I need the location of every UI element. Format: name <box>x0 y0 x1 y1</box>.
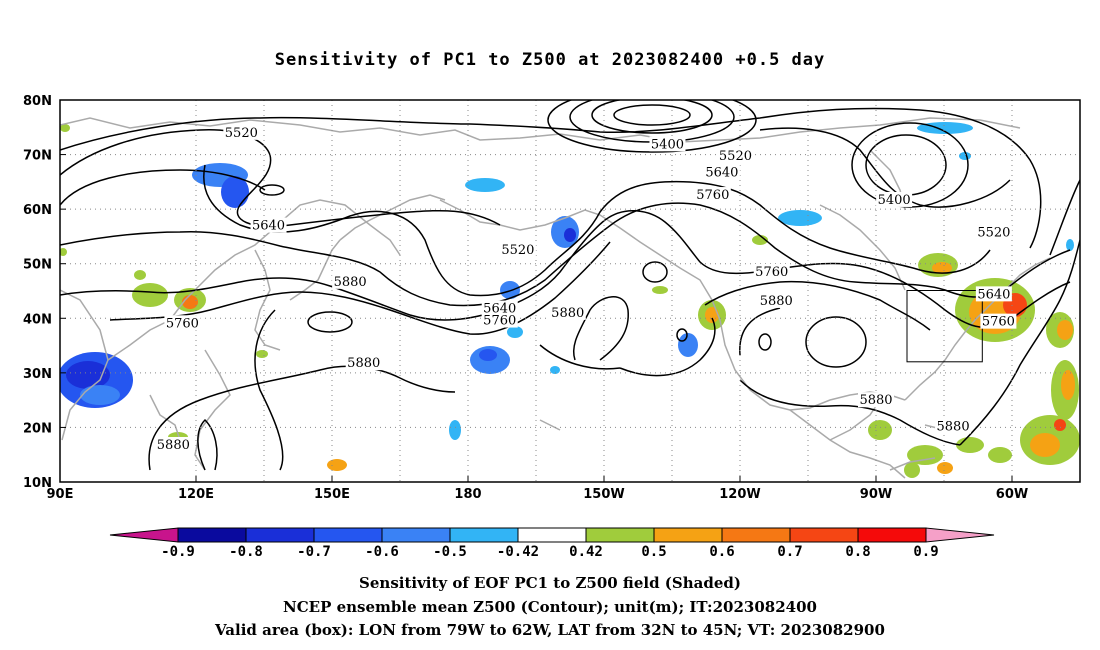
contour-label: 5520 <box>977 226 1010 241</box>
lon-tick-label: 60W <box>996 487 1028 502</box>
z500-contours <box>60 100 1080 471</box>
graticule <box>60 100 1080 482</box>
lon-tick-label: 120W <box>719 487 760 502</box>
map-frame <box>59 99 1081 483</box>
contour-label: 5640 <box>252 219 285 234</box>
contour-label-bg <box>499 242 536 258</box>
contour-label: 5640 <box>977 287 1010 302</box>
contour-label-bg <box>649 136 686 152</box>
contour-label: 5760 <box>982 315 1015 330</box>
contour-label-bg <box>250 217 287 233</box>
colorbar-tick-label: 0.8 <box>845 544 870 560</box>
lat-tick-label: 40N <box>23 312 52 327</box>
colorbar-segment <box>721 527 791 543</box>
colorbar-tick-label: -0.9 <box>161 544 195 560</box>
caption-line-2: NCEP ensemble mean Z500 (Contour); unit(… <box>283 598 817 616</box>
axis-tick-labels: 90E 120E 150E 180 150W 120W 90W 60W 80N 70N 60N 50N… <box>23 94 1028 502</box>
lat-tick-label: 70N <box>23 149 52 164</box>
contour-label-bg <box>975 286 1012 302</box>
contour-label: 5760 <box>483 314 516 329</box>
contour-label: 5880 <box>937 419 970 434</box>
caption-line-1: Sensitivity of EOF PC1 to Z500 field (Sh… <box>359 574 741 592</box>
lon-tick-label: 150E <box>314 487 350 502</box>
contour-label-bg <box>975 224 1012 240</box>
lat-tick-label: 80N <box>23 94 52 109</box>
contour-label-bg <box>876 191 913 207</box>
colorbar-segment <box>857 527 927 543</box>
contour-label-bg <box>155 436 192 452</box>
lat-tick-label: 30N <box>23 367 52 382</box>
lon-tick-label: 150W <box>583 487 624 502</box>
colorbar-tick-label: -0.6 <box>365 544 399 560</box>
lat-tick-label: 50N <box>23 258 52 273</box>
contour-label: 5880 <box>760 294 793 309</box>
contour-label: 5760 <box>696 188 729 203</box>
contour-labels: 5520 5640 5400 5520 5640 5760 5520 5640 5760 5880… <box>155 124 1017 453</box>
contour-label-bg <box>223 124 260 140</box>
contour-label: 5880 <box>859 393 892 408</box>
caption-line-3: Valid area (box): LON from 79W to 62W, L… <box>215 621 885 639</box>
contour-label: 5400 <box>878 193 911 208</box>
lat-tick-label: 20N <box>23 421 52 436</box>
contour-label: 5760 <box>166 316 199 331</box>
contour-label: 5880 <box>334 275 367 290</box>
contour-label-bg <box>549 304 586 320</box>
colorbar-segment <box>653 527 723 543</box>
contour-label-bg <box>717 147 754 163</box>
contour-label-bg <box>345 355 382 371</box>
colorbar-tick-label: -0.7 <box>297 544 331 560</box>
colorbar-tick-label: -0.42 <box>497 544 539 560</box>
colorbar-tick-label: 0.7 <box>777 544 802 560</box>
contour-label-bg <box>481 300 518 316</box>
chart-title: Sensitivity of PC1 to Z500 at 2023082400… <box>274 50 826 70</box>
lat-tick-label: 60N <box>23 203 52 218</box>
colorbar: -0.9 -0.8 -0.7 -0.6 -0.5 -0.42 0.42 0.5 0.6 0.7 0.… <box>109 527 995 560</box>
contour-label: 5760 <box>755 265 788 280</box>
colorbar-tick-label: -0.5 <box>433 544 467 560</box>
lat-tick-label: 10N <box>23 476 52 491</box>
contour-label-bg <box>164 315 201 331</box>
contour-label: 5880 <box>347 356 380 371</box>
contour-label-bg <box>694 187 731 203</box>
colorbar-segment <box>585 527 655 543</box>
colorbar-segment <box>177 527 247 543</box>
sensitivity-shading <box>60 122 1080 478</box>
lon-tick-label: 120E <box>178 487 214 502</box>
contour-label-bg <box>758 292 795 308</box>
lon-tick-label: 90W <box>860 487 892 502</box>
contour-label: 5520 <box>501 243 534 258</box>
contour-label-bg <box>753 263 790 279</box>
negative-sensitivity-patches <box>60 122 1074 440</box>
contour-label: 5880 <box>551 306 584 321</box>
colorbar-segment <box>789 527 859 543</box>
lon-tick-label: 90E <box>47 487 74 502</box>
contour-label-bg <box>703 164 740 180</box>
contour-label-bg <box>980 313 1017 329</box>
colorbar-segment <box>245 527 315 543</box>
colorbar-tick-label: 0.6 <box>709 544 734 560</box>
contour-label-bg <box>858 392 894 408</box>
colorbar-segment <box>517 527 587 543</box>
colorbar-segment <box>381 527 451 543</box>
contour-label: 5400 <box>651 137 684 152</box>
colorbar-tick-label: 0.42 <box>569 544 603 560</box>
colorbar-tick-label: -0.8 <box>229 544 263 560</box>
colorbar-low-arrow <box>109 527 179 543</box>
colorbar-segment <box>313 527 383 543</box>
colorbar-high-arrow <box>925 527 995 543</box>
contour-label-bg <box>332 273 369 289</box>
colorbar-segment <box>449 527 519 543</box>
lon-tick-label: 180 <box>454 487 481 502</box>
contour-label: 5520 <box>719 149 752 164</box>
contour-label-bg <box>481 312 518 328</box>
contour-label: 5520 <box>225 126 258 141</box>
contour-label: 5880 <box>157 438 190 453</box>
contour-label-bg <box>935 418 972 434</box>
contour-label: 5640 <box>705 166 738 181</box>
colorbar-tick-label: 0.5 <box>641 544 666 560</box>
colorbar-tick-label: 0.9 <box>913 544 938 560</box>
